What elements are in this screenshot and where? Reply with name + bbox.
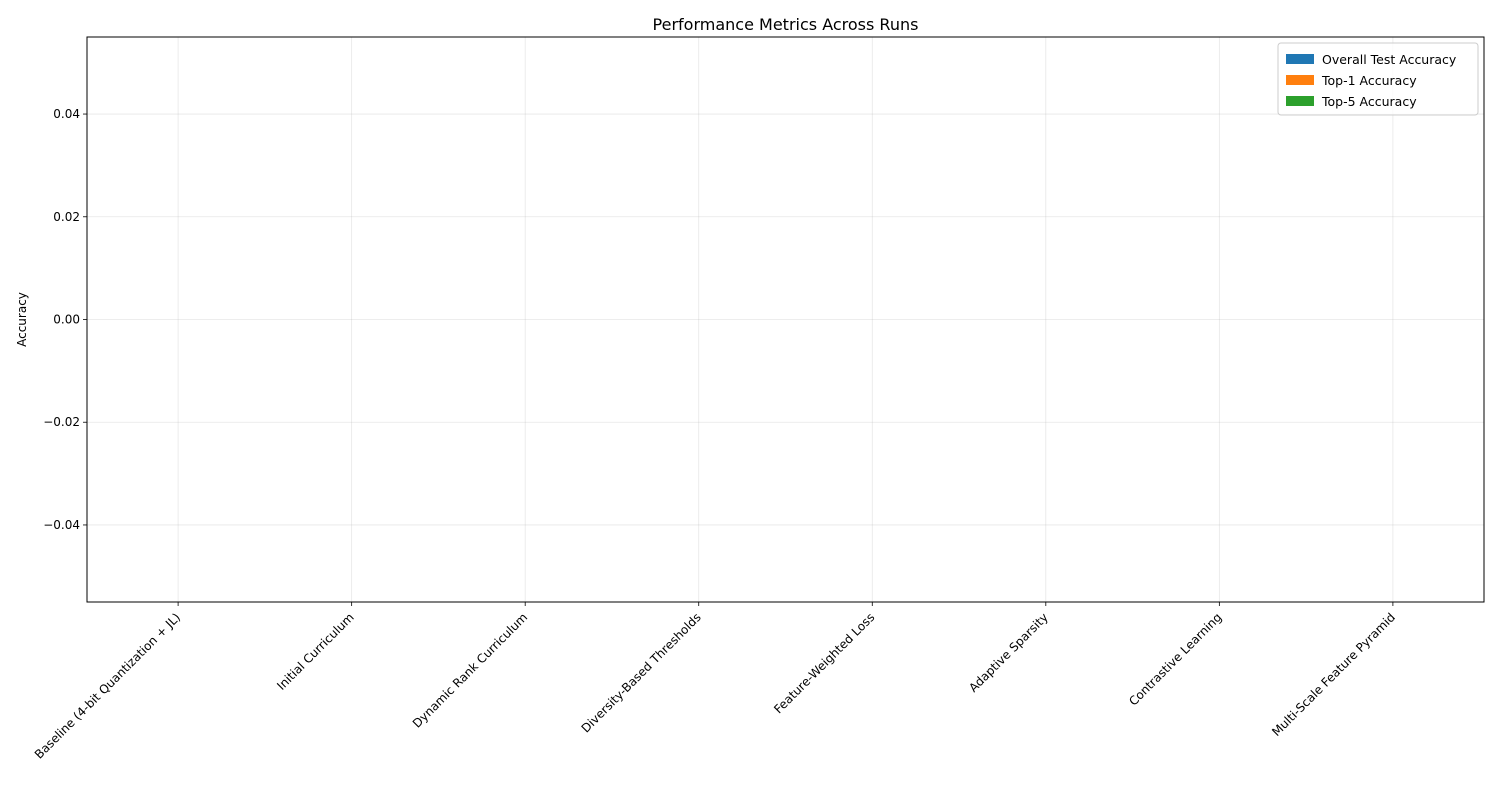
chart-title: Performance Metrics Across Runs bbox=[653, 15, 919, 34]
y-axis-ticks: −0.04 −0.02 0.00 0.02 0.04 bbox=[43, 107, 87, 532]
x-tick-label: Dynamic Rank Curriculum bbox=[410, 610, 530, 730]
legend-swatch bbox=[1286, 96, 1314, 106]
x-tick-label: Initial Curriculum bbox=[274, 610, 357, 693]
y-tick-label: −0.02 bbox=[43, 415, 80, 429]
legend: Overall Test Accuracy Top-1 Accuracy Top-5… bbox=[1277, 42, 1479, 116]
x-tick-label: Adaptive Sparsity bbox=[966, 610, 1051, 695]
legend-swatch bbox=[1286, 54, 1314, 64]
y-tick-label: 0.02 bbox=[53, 210, 80, 224]
y-tick-label: −0.04 bbox=[43, 518, 80, 532]
y-axis-label: Accuracy bbox=[15, 292, 29, 347]
grid-lines bbox=[87, 37, 1484, 602]
x-tick-label: Diversity-Based Thresholds bbox=[579, 610, 704, 735]
x-tick-label: Feature-Weighted Loss bbox=[771, 610, 877, 716]
x-tick-label: Multi-Scale Feature Pyramid bbox=[1269, 610, 1398, 739]
x-tick-label: Baseline (4-bit Quantization + JL) bbox=[32, 610, 183, 761]
legend-label: Top-5 Accuracy bbox=[1321, 94, 1417, 109]
y-tick-label: 0.04 bbox=[53, 107, 80, 121]
legend-label: Top-1 Accuracy bbox=[1321, 73, 1417, 88]
x-tick-label: Contrastive Learning bbox=[1126, 610, 1224, 708]
y-tick-label: 0.00 bbox=[53, 313, 80, 327]
legend-swatch bbox=[1286, 75, 1314, 85]
x-axis-ticks: Baseline (4-bit Quantization + JL) Initia… bbox=[32, 602, 1398, 762]
legend-label: Overall Test Accuracy bbox=[1322, 52, 1457, 67]
legend-box bbox=[1277, 42, 1479, 116]
